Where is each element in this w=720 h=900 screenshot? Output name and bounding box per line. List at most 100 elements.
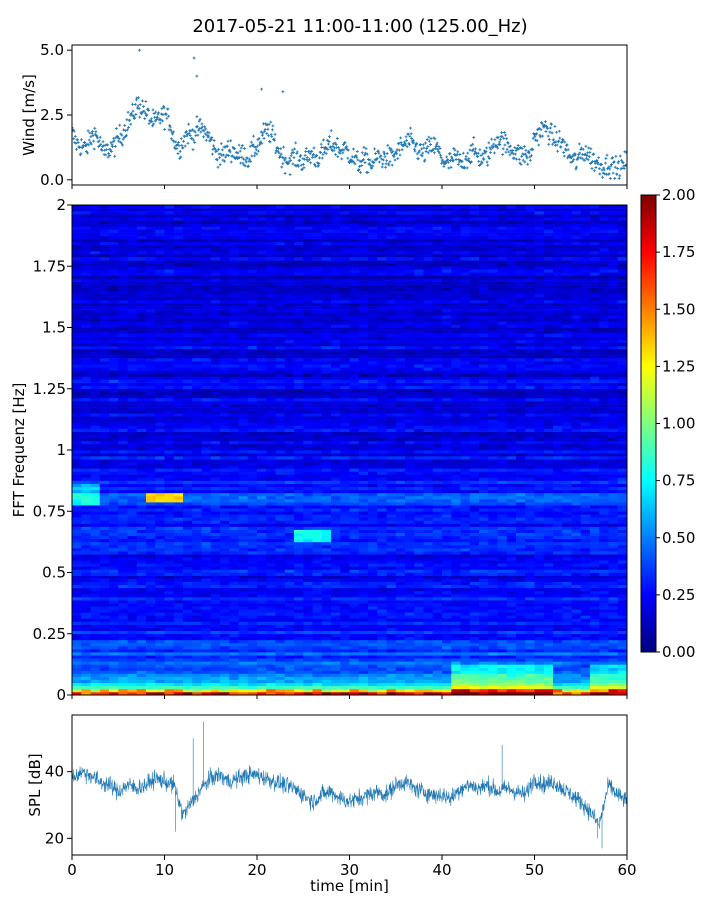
spectrogram-cell (164, 652, 175, 656)
spectrogram-cell (414, 661, 424, 665)
spectrogram-cell (155, 612, 165, 616)
spectrogram-cell (238, 575, 249, 579)
spectrogram-cell (451, 557, 461, 561)
spectrogram-cell (395, 462, 406, 466)
spectrogram-cell (220, 541, 230, 546)
spectrogram-cell (506, 652, 517, 656)
spectrogram-cell (488, 606, 498, 610)
spectrogram-cell (210, 443, 221, 448)
spectrogram-cell (423, 682, 434, 687)
spectrogram-cell (127, 609, 138, 613)
spectrogram-cell (543, 511, 554, 515)
spectrogram-cell (109, 642, 119, 647)
spectrogram-cell (506, 655, 517, 659)
spectrogram-cell (617, 615, 628, 619)
spectrogram-cell (599, 646, 609, 650)
spectrogram-cell (109, 492, 119, 497)
spectrogram-cell (275, 541, 286, 546)
spectrogram-cell (118, 673, 128, 677)
spectrogram-cell (312, 609, 323, 613)
spectrogram-cell (358, 526, 369, 530)
spectrogram-cell (173, 627, 184, 631)
spectrogram-cell (164, 578, 175, 582)
spectrogram-cell (580, 499, 591, 503)
spectrogram-cell (405, 502, 415, 506)
spectrogram-cell (173, 578, 184, 582)
spectrogram-cell (192, 492, 202, 497)
spectrogram-cell (599, 446, 609, 451)
spectrogram-cell (534, 453, 545, 457)
spectrogram-cell (534, 502, 545, 506)
spectrogram-cell (155, 597, 165, 601)
spectrogram-cell (442, 572, 452, 576)
spectrogram-cell (303, 679, 313, 684)
spectrogram-cell (497, 489, 508, 494)
spectrogram-cell (155, 563, 165, 567)
spectrogram-cell (516, 523, 526, 527)
spectrogram-cell (423, 535, 434, 540)
spectrogram-cell (284, 554, 295, 558)
spectrogram-cell (321, 443, 332, 448)
spectrogram-cell (294, 462, 304, 466)
spectrogram-cell (109, 456, 119, 460)
spectrogram-cell (266, 658, 276, 662)
spectrogram-cell (395, 664, 406, 668)
spectrogram-cell (497, 673, 508, 677)
spectrogram-cell (553, 505, 563, 509)
spectrogram-cell (257, 532, 267, 537)
spectrogram-cell (423, 581, 434, 586)
spectrogram-cell (599, 495, 609, 500)
spectrogram-cell (442, 544, 452, 549)
spectrogram-cell (331, 474, 341, 478)
spectrogram-cell (571, 679, 582, 684)
spectrogram-cell (331, 554, 341, 558)
spectrogram-cell (266, 462, 276, 466)
spectrogram-cell (571, 575, 582, 579)
spectrogram-cell (497, 682, 508, 687)
spectrogram-cell (340, 569, 350, 573)
spectrogram-cell (497, 462, 508, 466)
spectrogram-cell (553, 593, 563, 598)
spectrogram-cell (118, 523, 128, 527)
spectrogram-cell (358, 483, 369, 488)
spectrogram-cell (321, 468, 332, 472)
spectrogram-cell (247, 652, 258, 656)
spectrogram-cell (90, 670, 101, 674)
spectrogram-cell (414, 453, 424, 457)
spectrogram-cell (164, 477, 175, 481)
spectrogram-cell (349, 560, 360, 564)
spectrogram-cell (331, 590, 341, 595)
spectrogram-cell (183, 593, 193, 598)
spectrogram-cell (405, 652, 415, 656)
spectrogram-cell (553, 471, 563, 475)
spectrogram-cell (608, 600, 619, 604)
spectrogram-cell (414, 590, 424, 595)
spectrogram-cell (525, 569, 535, 573)
spectrogram-cell (460, 541, 471, 546)
spectrogram-cell (118, 538, 128, 543)
spectrogram-cell (72, 462, 82, 466)
spectrogram-cell (469, 587, 480, 592)
spectrogram-cell (257, 505, 267, 509)
spectrogram-cell (72, 514, 82, 518)
spectrogram-cell (562, 642, 572, 647)
spectrogram-cell (414, 655, 424, 659)
spectrogram-cell (395, 541, 406, 546)
spectrogram-cell (312, 465, 323, 469)
spectrogram-cell (580, 446, 591, 451)
spectrogram-cell (294, 664, 304, 668)
spectrogram-cell (469, 532, 480, 537)
spectrogram-cell (192, 673, 202, 677)
spectrogram-cell (479, 508, 489, 512)
spectrogram-cell (303, 572, 313, 576)
spectrogram-cell (525, 606, 535, 610)
spectrogram-cell (136, 495, 147, 500)
spectrogram-cell (562, 544, 572, 549)
spectrogram-cell (247, 646, 258, 650)
spectrogram-cell (423, 691, 434, 696)
spectrogram-cell (590, 471, 600, 475)
spectrogram-cell (303, 563, 313, 567)
spectrogram-cell (405, 468, 415, 472)
spectrogram-cell (284, 474, 295, 478)
spectrogram-cell (164, 486, 175, 491)
